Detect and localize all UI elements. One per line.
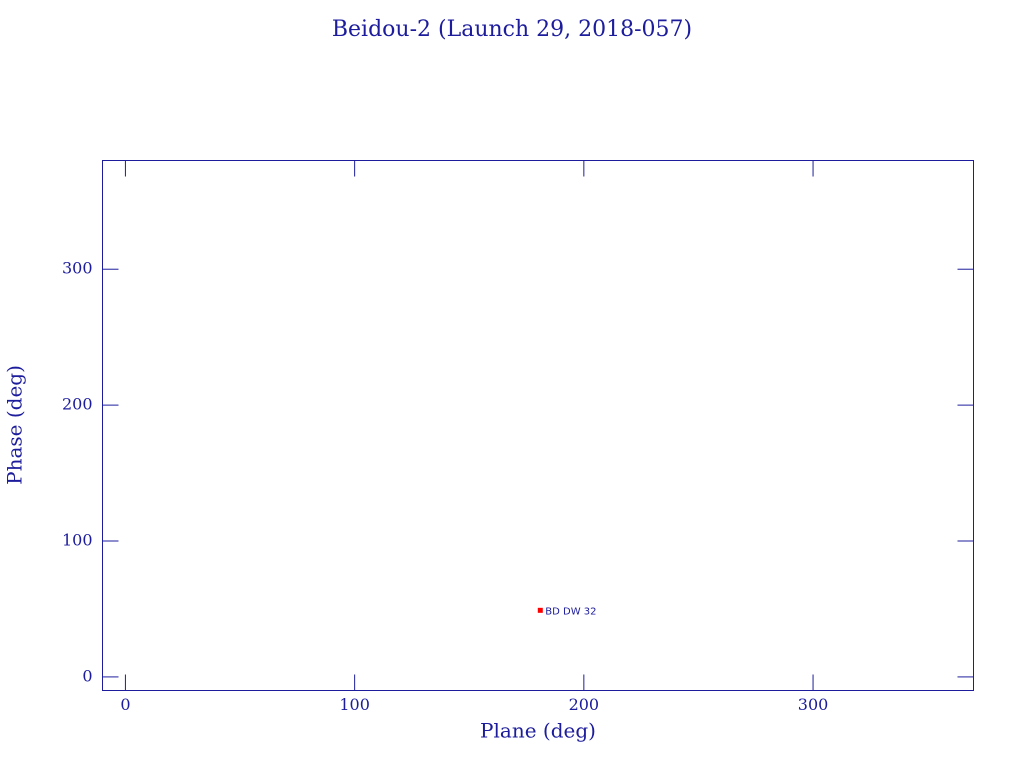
y-tick-label: 200: [62, 395, 93, 414]
x-axis-label: Plane (deg): [480, 719, 596, 743]
point-label: BD DW 32: [545, 606, 596, 617]
plot-frame: [102, 160, 974, 691]
y-axis-label: Phase (deg): [3, 365, 27, 485]
point: [537, 607, 543, 613]
chart-title: Beidou-2 (Launch 29, 2018-057): [332, 17, 692, 42]
x-tick-label: 0: [120, 695, 130, 714]
x-tick-label: 100: [339, 695, 370, 714]
x-tick-label: 300: [798, 695, 829, 714]
y-tick-label: 0: [82, 666, 92, 685]
y-tick-label: 100: [62, 531, 93, 550]
x-tick-label: 200: [569, 695, 600, 714]
y-tick-label: 300: [62, 259, 93, 278]
